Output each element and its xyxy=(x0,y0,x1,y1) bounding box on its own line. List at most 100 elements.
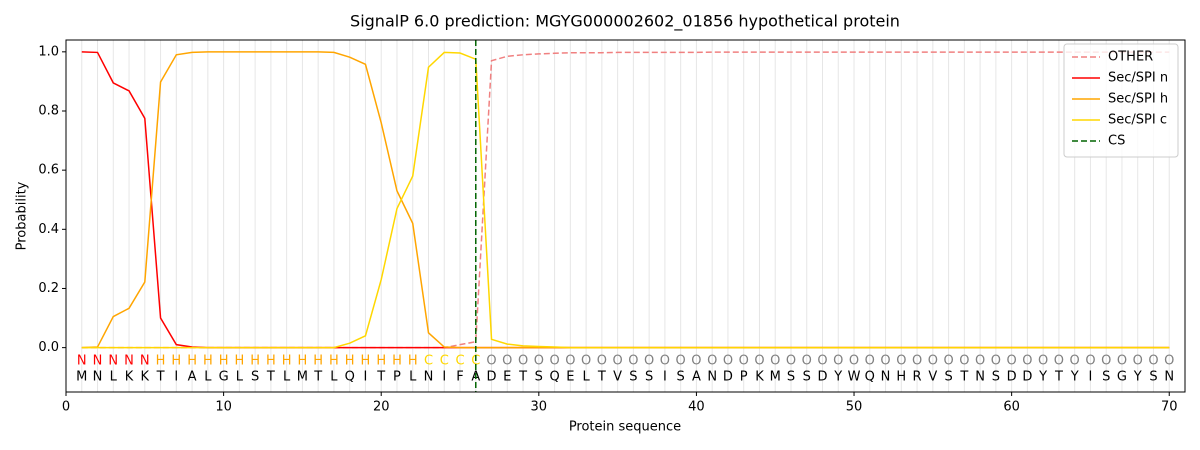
residue-label: V xyxy=(928,370,937,385)
region-label: O xyxy=(975,353,985,368)
residue-label: K xyxy=(141,370,150,385)
region-label: O xyxy=(896,353,906,368)
region-label: H xyxy=(345,353,355,368)
region-label: C xyxy=(424,353,433,368)
residue-label: I xyxy=(663,370,667,385)
residue-label: L xyxy=(409,370,417,385)
residue-label: M xyxy=(770,370,781,385)
residue-label: S xyxy=(944,370,952,385)
residue-label: W xyxy=(848,370,861,385)
residue-label: I xyxy=(442,370,446,385)
x-tick-label: 50 xyxy=(846,400,863,415)
residue-label: N xyxy=(707,370,717,385)
residue-label: S xyxy=(677,370,685,385)
residue-label: D xyxy=(1022,370,1032,385)
residue-label: D xyxy=(487,370,497,385)
region-label: O xyxy=(739,353,749,368)
region-label: O xyxy=(660,353,670,368)
residue-label: D xyxy=(723,370,733,385)
legend-label: Sec/SPI c xyxy=(1108,113,1167,128)
region-label: H xyxy=(156,353,166,368)
residue-label: N xyxy=(1164,370,1174,385)
residue-label: F xyxy=(456,370,463,385)
residue-label: K xyxy=(125,370,134,385)
region-label: N xyxy=(77,353,87,368)
region-label: N xyxy=(140,353,150,368)
residue-label: L xyxy=(283,370,291,385)
residue-label: Q xyxy=(865,370,875,385)
region-label: O xyxy=(644,353,654,368)
y-tick-label: 0.2 xyxy=(38,281,59,296)
region-label: O xyxy=(1070,353,1080,368)
y-tick-label: 0.4 xyxy=(38,222,59,237)
x-tick-label: 30 xyxy=(531,400,548,415)
region-label: O xyxy=(1022,353,1032,368)
region-label: O xyxy=(1085,353,1095,368)
residue-label: T xyxy=(518,370,527,385)
residue-label: P xyxy=(393,370,401,385)
series-line xyxy=(81,51,1170,349)
residue-label: S xyxy=(992,370,1000,385)
region-label: H xyxy=(392,353,402,368)
y-tick-label: 0.8 xyxy=(38,103,59,118)
residue-label: G xyxy=(219,370,229,385)
residue-label: T xyxy=(959,370,968,385)
residue-label: N xyxy=(975,370,985,385)
region-label: O xyxy=(486,353,496,368)
y-tick-label: 1.0 xyxy=(38,44,59,59)
region-label: O xyxy=(928,353,938,368)
residue-label: Q xyxy=(345,370,355,385)
residue-label: Y xyxy=(1133,370,1142,385)
region-label: H xyxy=(203,353,213,368)
region-label: O xyxy=(613,353,623,368)
residue-label: T xyxy=(376,370,385,385)
x-tick-label: 70 xyxy=(1161,400,1178,415)
region-label: H xyxy=(361,353,371,368)
y-axis-label: Probability xyxy=(15,181,30,250)
legend-label: Sec/SPI h xyxy=(1108,92,1168,107)
residue-label: N xyxy=(881,370,891,385)
region-label: O xyxy=(849,353,859,368)
region-label: O xyxy=(1007,353,1017,368)
region-label: O xyxy=(565,353,575,368)
residue-label: L xyxy=(582,370,590,385)
region-label: O xyxy=(1117,353,1127,368)
x-axis-label: Protein sequence xyxy=(569,420,681,435)
region-label: O xyxy=(754,353,764,368)
x-tick-label: 60 xyxy=(1003,400,1020,415)
residue-label: R xyxy=(913,370,922,385)
region-label: H xyxy=(171,353,181,368)
region-label: N xyxy=(124,353,134,368)
region-label: N xyxy=(93,353,103,368)
x-tick-label: 10 xyxy=(215,400,232,415)
region-label: O xyxy=(597,353,607,368)
y-tick-label: 0.0 xyxy=(38,340,59,355)
region-label: H xyxy=(329,353,339,368)
region-label: N xyxy=(108,353,118,368)
region-label: H xyxy=(187,353,197,368)
region-label: O xyxy=(1164,353,1174,368)
region-label: O xyxy=(833,353,843,368)
residue-label: T xyxy=(1054,370,1063,385)
residue-label: I xyxy=(174,370,178,385)
residue-label: Y xyxy=(833,370,842,385)
residue-label: Y xyxy=(1038,370,1047,385)
residue-label: P xyxy=(740,370,748,385)
series-line xyxy=(81,51,1170,349)
residue-label: H xyxy=(896,370,906,385)
residue-label: N xyxy=(93,370,103,385)
residue-label: Q xyxy=(549,370,559,385)
region-label: O xyxy=(802,353,812,368)
residue-label: L xyxy=(330,370,338,385)
region-label: H xyxy=(313,353,323,368)
series-line xyxy=(81,51,1170,349)
residue-label: T xyxy=(313,370,322,385)
region-label: O xyxy=(723,353,733,368)
region-label: O xyxy=(549,353,559,368)
region-label: O xyxy=(502,353,512,368)
region-label: O xyxy=(518,353,528,368)
residue-label: V xyxy=(613,370,622,385)
plot-frame xyxy=(65,39,1186,393)
region-label: O xyxy=(534,353,544,368)
x-tick-label: 40 xyxy=(688,400,705,415)
